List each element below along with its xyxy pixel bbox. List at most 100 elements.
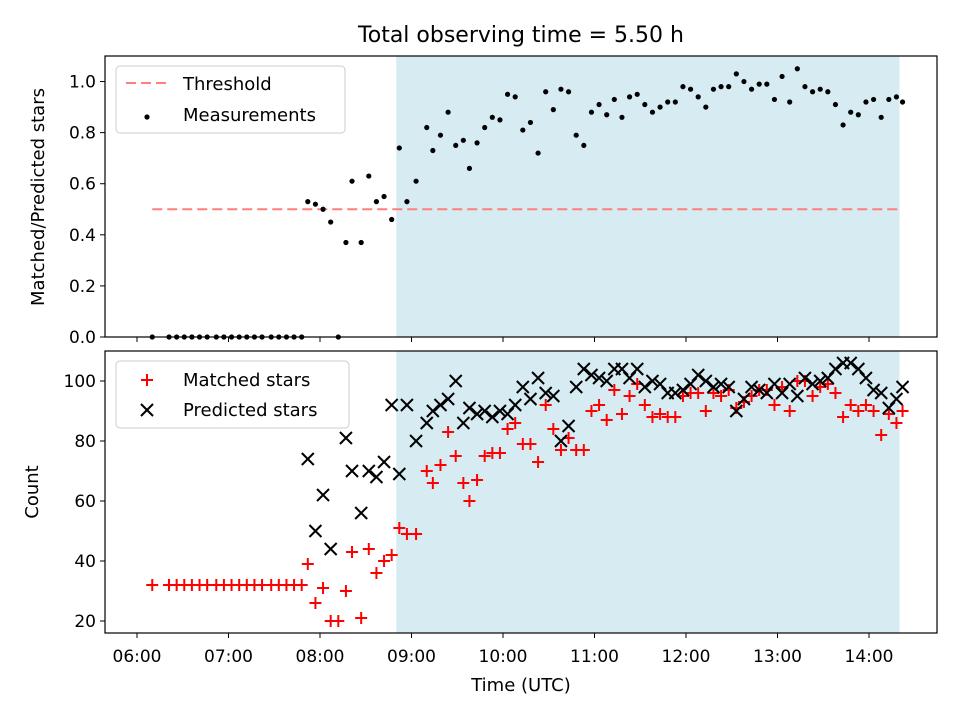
bottom-legend-box [115,360,350,429]
matched-star-point [692,387,705,399]
cross-stroke [599,374,614,388]
top-y-tick-label: 0.2 [69,277,96,297]
cross-stroke [362,464,376,478]
cross-stroke [813,374,827,388]
bottom-y-axis-label: Count [22,465,43,518]
matched-star-point [593,399,606,411]
x-tick-label: 08:00 [296,647,345,667]
legend-threshold-label: Threshold [182,74,272,95]
predicted-stars-points [301,356,910,556]
measurement-point [343,239,349,246]
top-measurement-points [149,66,906,340]
cross-stroke [508,398,522,412]
predicted-star-point [599,374,614,388]
measurement-point [543,89,549,95]
matched-star-point [434,459,447,471]
predicted-star-point [456,416,471,430]
top-panel: 0.0 0.2 0.4 0.6 0.8 1.0 Matched/Predicted sta… [28,55,938,348]
matched-star-point [420,465,433,477]
predicted-star-point [584,368,599,382]
legend-cross-marker [140,403,154,417]
matched-star-point [532,456,545,468]
predicted-star-point [523,392,538,406]
cross-stroke [377,455,391,469]
matched-star-point [829,387,842,399]
cross-stroke [323,542,338,556]
bottom-y-tick-label: 60 [74,492,96,512]
measurement-point [596,101,602,108]
matched-star-point [426,477,439,489]
predicted-star-point [798,371,812,385]
measurement-point [634,91,640,97]
measurement-point [581,142,587,149]
predicted-star-point [462,401,477,415]
predicted-star-point [449,374,463,388]
cross-stroke [456,416,471,430]
measurement-point [771,96,778,103]
measurement-point [453,142,459,149]
measurement-point [840,122,846,128]
cross-stroke [316,488,330,502]
measurement-point [373,199,380,205]
measurement-point [460,137,466,143]
matched-star-point [442,426,455,438]
matched-star-point [393,522,406,534]
predicted-star-point [843,356,858,370]
matched-star-point [882,408,895,420]
cross-stroke [638,380,652,394]
top-y-tick-label: 0.4 [69,226,96,246]
matched-star-point [837,411,850,423]
predicted-star-point [828,362,843,376]
bottom-legend: Matched stars Predicted stars [115,360,350,429]
cross-stroke [744,380,759,394]
legend-measurement-label: Measurements [183,105,316,126]
predicted-star-point [420,416,434,430]
bottom-y-tick-label: 20 [74,612,96,632]
predicted-star-point [339,431,353,445]
cross-stroke [584,368,599,382]
measurement-point [305,199,311,205]
matched-star-point [385,549,398,561]
predicted-star-point [790,389,805,403]
cross-stroke [737,392,751,406]
measurement-point [497,117,503,123]
measurement-point [809,89,816,95]
cross-stroke [493,404,507,418]
predicted-star-point [485,410,500,424]
predicted-star-point [752,383,766,397]
cross-stroke [752,383,766,397]
matched-star-point [585,405,598,417]
predicted-star-point [813,374,827,388]
cross-stroke [895,380,910,394]
cross-stroke [538,386,553,400]
matched-star-point [875,429,888,441]
measurement-point [870,96,877,103]
measurement-point [396,145,402,151]
legend-plus-marker [141,374,153,386]
measurement-point [703,104,709,110]
measurement-point [619,114,625,120]
cross-stroke [301,452,315,466]
cross-stroke [706,380,721,394]
matched-star-point [623,390,636,402]
matched-star-point [577,444,590,456]
measurement-point [657,104,663,110]
top-axes-frame [104,55,938,338]
matched-star-point [867,405,880,417]
predicted-star-point [508,398,522,412]
measurement-point [611,96,617,103]
cross-stroke [400,398,414,412]
matched-star-point [478,450,491,462]
predicted-star-point [859,371,873,385]
predicted-star-point [493,404,507,418]
measurement-point [366,173,372,179]
top-y-tick-label: 0.8 [69,124,96,144]
predicted-star-point [538,386,553,400]
predicted-star-point [895,380,910,394]
measurement-point [825,89,831,95]
cross-stroke [449,374,463,388]
predicted-star-point [362,464,376,478]
measurement-point [779,73,785,80]
predicted-star-point [866,383,881,397]
matched-star-point [339,585,352,597]
